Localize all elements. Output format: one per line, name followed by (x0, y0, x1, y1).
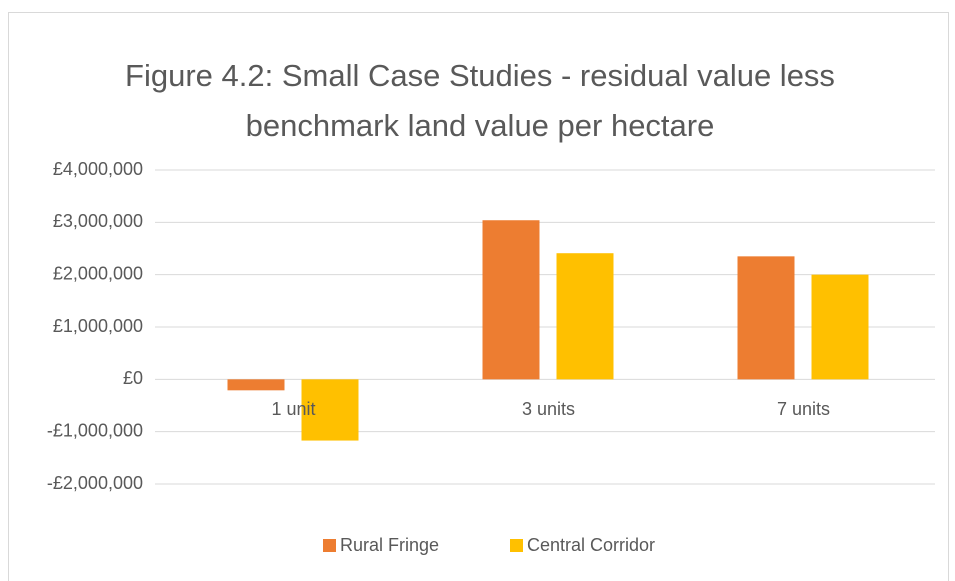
chart-frame (8, 12, 949, 581)
chart-title: Figure 4.2: Small Case Studies - residua… (125, 58, 835, 93)
legend-swatch (323, 539, 336, 552)
y-tick-label: £0 (123, 368, 143, 388)
bar (556, 253, 614, 380)
bar (227, 379, 285, 391)
bar (811, 274, 869, 380)
x-tick-label: 7 units (777, 399, 830, 419)
y-tick-label: £3,000,000 (53, 211, 143, 231)
bar (482, 220, 540, 380)
chart-title: benchmark land value per hectare (246, 108, 715, 143)
y-tick-label: £1,000,000 (53, 316, 143, 336)
x-tick-label: 3 units (522, 399, 575, 419)
y-tick-label: £4,000,000 (53, 159, 143, 179)
y-tick-label: -£1,000,000 (47, 420, 143, 440)
x-tick-label: 1 unit (271, 399, 315, 419)
y-tick-label: £2,000,000 (53, 263, 143, 283)
bar (301, 379, 359, 441)
y-tick-label: -£2,000,000 (47, 473, 143, 493)
legend-swatch (510, 539, 523, 552)
legend-label: Central Corridor (527, 535, 655, 555)
legend-label: Rural Fringe (340, 535, 439, 555)
bar (737, 256, 795, 380)
